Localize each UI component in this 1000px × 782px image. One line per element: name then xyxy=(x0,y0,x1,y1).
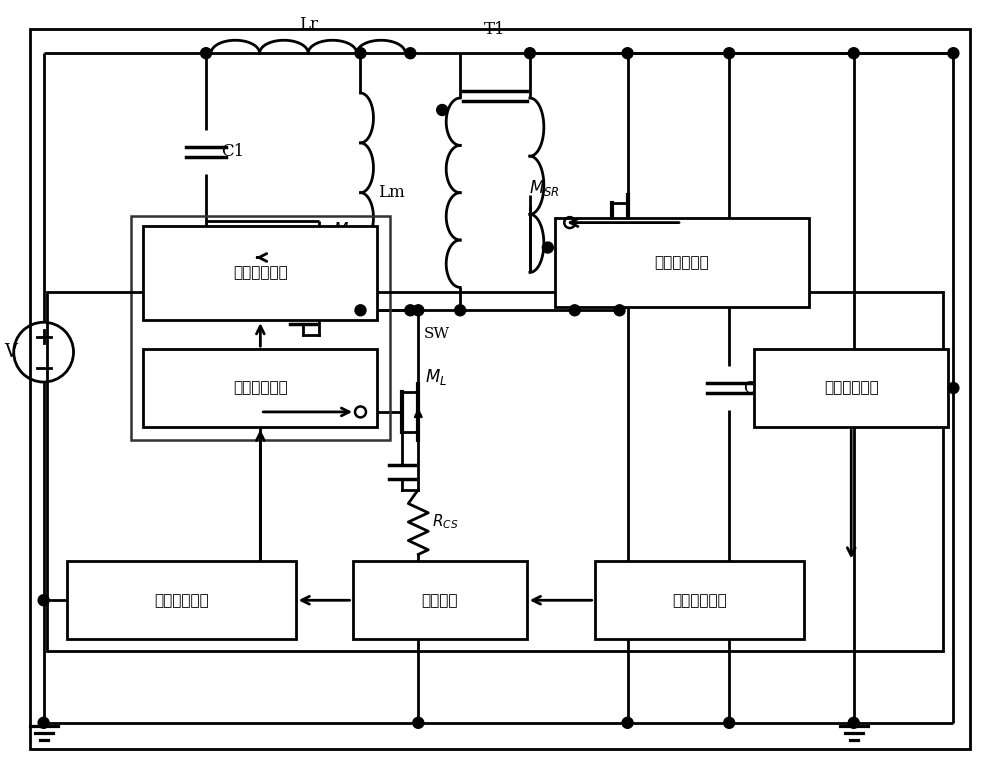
Circle shape xyxy=(405,48,416,59)
Text: 模式控制模块: 模式控制模块 xyxy=(233,381,288,396)
Circle shape xyxy=(524,48,535,59)
Bar xyxy=(555,217,809,307)
Text: T1: T1 xyxy=(484,21,506,38)
Bar xyxy=(754,349,948,427)
Circle shape xyxy=(38,717,49,728)
Bar xyxy=(131,216,390,439)
Bar xyxy=(47,292,943,651)
Bar xyxy=(143,225,377,321)
Text: C2: C2 xyxy=(743,379,766,396)
Text: C1: C1 xyxy=(221,143,244,160)
Text: 调制发送模块: 调制发送模块 xyxy=(672,593,727,608)
Circle shape xyxy=(622,717,633,728)
Circle shape xyxy=(405,305,416,316)
Circle shape xyxy=(413,717,424,728)
Circle shape xyxy=(848,48,859,59)
Text: 有源箝位模块: 有源箝位模块 xyxy=(233,265,288,281)
Circle shape xyxy=(622,48,633,59)
Text: SW: SW xyxy=(423,327,449,341)
Circle shape xyxy=(724,717,735,728)
Bar xyxy=(595,561,804,639)
Circle shape xyxy=(355,48,366,59)
Text: 同步整流模块: 同步整流模块 xyxy=(654,255,709,270)
Text: $M_{SR}$: $M_{SR}$ xyxy=(529,178,560,198)
Circle shape xyxy=(948,382,959,393)
Circle shape xyxy=(614,305,625,316)
Circle shape xyxy=(38,595,49,606)
Circle shape xyxy=(848,717,859,728)
Text: V: V xyxy=(4,343,17,361)
Text: $M_L$: $M_L$ xyxy=(425,367,447,387)
Text: $R_{CS}$: $R_{CS}$ xyxy=(432,513,459,532)
Bar xyxy=(143,349,377,427)
Text: Lr: Lr xyxy=(299,16,318,34)
Circle shape xyxy=(569,305,580,316)
Text: Lm: Lm xyxy=(378,185,405,201)
Circle shape xyxy=(413,305,424,316)
Circle shape xyxy=(201,48,212,59)
Text: 输出监测模块: 输出监测模块 xyxy=(824,381,879,396)
Text: 接收解调模块: 接收解调模块 xyxy=(154,593,209,608)
Circle shape xyxy=(542,242,553,253)
Text: $M_H$: $M_H$ xyxy=(333,220,357,239)
Circle shape xyxy=(355,305,366,316)
Circle shape xyxy=(455,305,466,316)
Circle shape xyxy=(724,48,735,59)
Text: $R_L$: $R_L$ xyxy=(816,378,836,398)
Text: 隔离模块: 隔离模块 xyxy=(421,593,458,608)
Bar xyxy=(67,561,296,639)
Bar xyxy=(353,561,527,639)
Circle shape xyxy=(437,105,448,116)
Circle shape xyxy=(948,48,959,59)
